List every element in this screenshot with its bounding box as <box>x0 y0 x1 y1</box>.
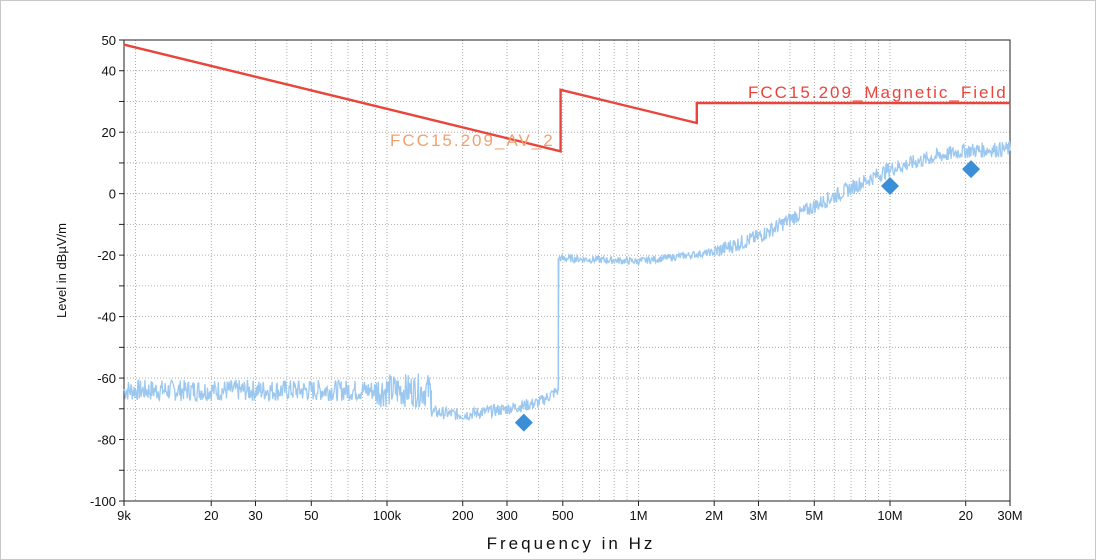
x-tick-label: 30 <box>248 508 262 523</box>
x-tick-label: 20 <box>958 508 972 523</box>
limit-line <box>123 43 1010 153</box>
y-tick-label: 20 <box>102 125 116 140</box>
limit-label-av: FCC15.209_AV_2 <box>390 131 555 150</box>
y-tick-label: 50 <box>102 33 116 48</box>
x-tick-label: 3M <box>749 508 767 523</box>
y-axis-label: Level in dBµV/m <box>54 223 69 318</box>
x-tick-label: 1M <box>629 508 647 523</box>
x-axis-label: Frequency in Hz <box>487 534 656 553</box>
x-tick-label: 30M <box>997 508 1022 523</box>
x-tick-label: 9k <box>117 508 131 523</box>
y-tick-label: 0 <box>109 187 116 202</box>
x-tick-label: 200 <box>452 508 474 523</box>
plot-border <box>123 39 1011 502</box>
x-tick-label: 50 <box>304 508 318 523</box>
x-tick-label: 100k <box>373 508 402 523</box>
y-tick-label: -100 <box>90 494 116 509</box>
chart-marks <box>123 43 1011 432</box>
y-tick-label: -80 <box>97 433 116 448</box>
x-tick-label: 500 <box>552 508 574 523</box>
peak-marker <box>514 413 533 432</box>
x-tick-label: 2M <box>705 508 723 523</box>
x-tick-label: 5M <box>805 508 823 523</box>
y-tick-label: -40 <box>97 310 116 325</box>
grid-lines <box>124 40 1010 501</box>
x-tick-label: 10M <box>877 508 902 523</box>
peak-marker <box>962 160 981 179</box>
y-tick-label: -60 <box>97 371 116 386</box>
y-tick-label: 40 <box>102 64 116 79</box>
y-tick-label: -20 <box>97 248 116 263</box>
peak-marker <box>881 176 900 195</box>
x-tick-label: 300 <box>496 508 518 523</box>
measurement-trace <box>123 140 1011 421</box>
x-tick-label: 20 <box>204 508 218 523</box>
limit-label-magnetic-field: FCC15.209_Magnetic_Field <box>748 83 1008 102</box>
